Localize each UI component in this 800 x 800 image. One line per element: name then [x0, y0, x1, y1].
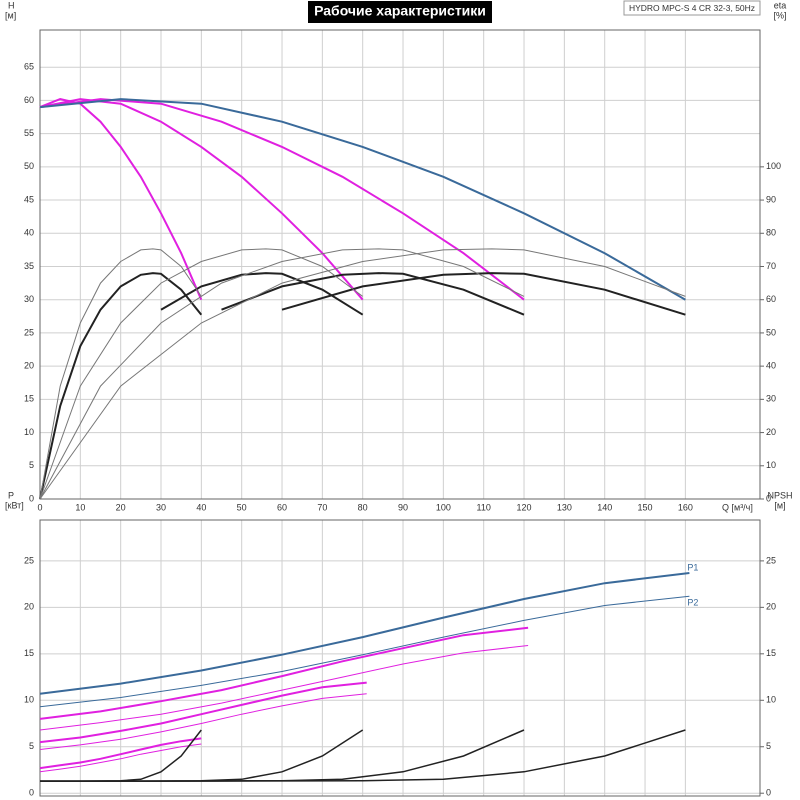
y2-tick-label: 80: [766, 228, 776, 238]
x-axis-label: Q [м³/ч]: [722, 502, 753, 512]
series-label: P1: [687, 562, 698, 572]
y-tick-label: 25: [24, 555, 34, 565]
curve: [39, 248, 686, 500]
y-axis-unit: [кВт]: [5, 500, 24, 510]
y-tick-label: 40: [24, 228, 34, 238]
y2-tick-label: 10: [766, 460, 776, 470]
y2-tick-label: 0: [766, 493, 771, 503]
y-axis-label: H: [8, 0, 15, 10]
x-tick-label: 50: [237, 502, 247, 512]
x-tick-label: 120: [517, 502, 532, 512]
y2-tick-label: 0: [766, 788, 771, 798]
curve: [281, 272, 686, 316]
y-tick-label: 65: [24, 62, 34, 72]
x-tick-label: 0: [37, 502, 42, 512]
y2-tick-label: 90: [766, 194, 776, 204]
y-tick-label: 45: [24, 194, 34, 204]
chart-title: Рабочие характеристики: [314, 3, 486, 19]
title-box: [308, 1, 492, 23]
x-tick-label: 70: [317, 502, 327, 512]
y-tick-label: 30: [24, 294, 34, 304]
y2-tick-label: 10: [766, 695, 776, 705]
x-tick-label: 130: [557, 502, 572, 512]
chart-subtitle: HYDRO MPC-S 4 CR 32-3, 50Hz: [629, 3, 755, 13]
y2-tick-label: 50: [766, 327, 776, 337]
series-label: P2: [687, 598, 698, 608]
y-axis-label: P: [8, 490, 14, 500]
y-tick-label: 10: [24, 695, 34, 705]
x-tick-label: 80: [358, 502, 368, 512]
curve: [39, 743, 202, 773]
y2-axis-unit: [м]: [774, 500, 785, 510]
y2-tick-label: 70: [766, 261, 776, 271]
plot-frame: [39, 29, 761, 500]
x-tick-label: 140: [597, 502, 612, 512]
subtitle-box: [623, 0, 761, 16]
curve: [39, 98, 686, 301]
y2-tick-label: 30: [766, 394, 776, 404]
curve: [39, 626, 529, 720]
curve: [40, 729, 686, 782]
x-tick-label: 60: [277, 502, 287, 512]
y2-tick-label: 60: [766, 294, 776, 304]
x-tick-label: 10: [75, 502, 85, 512]
y-tick-label: 25: [24, 327, 34, 337]
y-tick-label: 50: [24, 161, 34, 171]
y2-tick-label: 15: [766, 648, 776, 658]
curve: [39, 737, 202, 770]
plot-frame: [39, 519, 761, 797]
x-tick-label: 30: [156, 502, 166, 512]
y-tick-label: 0: [29, 493, 34, 503]
y2-axis-label: eta: [774, 0, 787, 10]
y2-tick-label: 20: [766, 427, 776, 437]
curve: [39, 681, 367, 744]
y2-tick-label: 40: [766, 361, 776, 371]
x-tick-label: 150: [638, 502, 653, 512]
curve: [221, 272, 525, 316]
y2-axis-label: NPSH: [767, 490, 792, 500]
y2-tick-label: 20: [766, 602, 776, 612]
x-tick-label: 90: [398, 502, 408, 512]
y-tick-label: 15: [24, 394, 34, 404]
y2-axis-unit: [%]: [773, 10, 786, 20]
x-tick-label: 160: [678, 502, 693, 512]
y-tick-label: 15: [24, 648, 34, 658]
y-tick-label: 0: [29, 788, 34, 798]
y2-tick-label: 5: [766, 741, 771, 751]
curve: [160, 272, 364, 316]
curve: [39, 248, 525, 500]
x-tick-label: 100: [436, 502, 451, 512]
y-tick-label: 20: [24, 361, 34, 371]
x-tick-label: 40: [196, 502, 206, 512]
curve: [39, 595, 690, 708]
y-tick-label: 5: [29, 741, 34, 751]
curve: [39, 572, 690, 695]
y-axis-unit: [м]: [5, 10, 16, 20]
y-tick-label: 55: [24, 128, 34, 138]
y2-tick-label: 100: [766, 161, 781, 171]
y-tick-label: 35: [24, 261, 34, 271]
curve: [39, 248, 202, 500]
x-tick-label: 110: [477, 502, 491, 512]
x-tick-label: 20: [116, 502, 126, 512]
curve: [39, 645, 529, 731]
curve: [39, 98, 203, 301]
curve: [39, 248, 363, 500]
y-tick-label: 20: [24, 602, 34, 612]
curve: [39, 272, 203, 500]
curve: [39, 693, 367, 750]
y-tick-label: 60: [24, 95, 34, 105]
y2-tick-label: 25: [766, 555, 776, 565]
curve: [39, 98, 525, 301]
y-tick-label: 10: [24, 427, 34, 437]
y-tick-label: 5: [29, 460, 34, 470]
